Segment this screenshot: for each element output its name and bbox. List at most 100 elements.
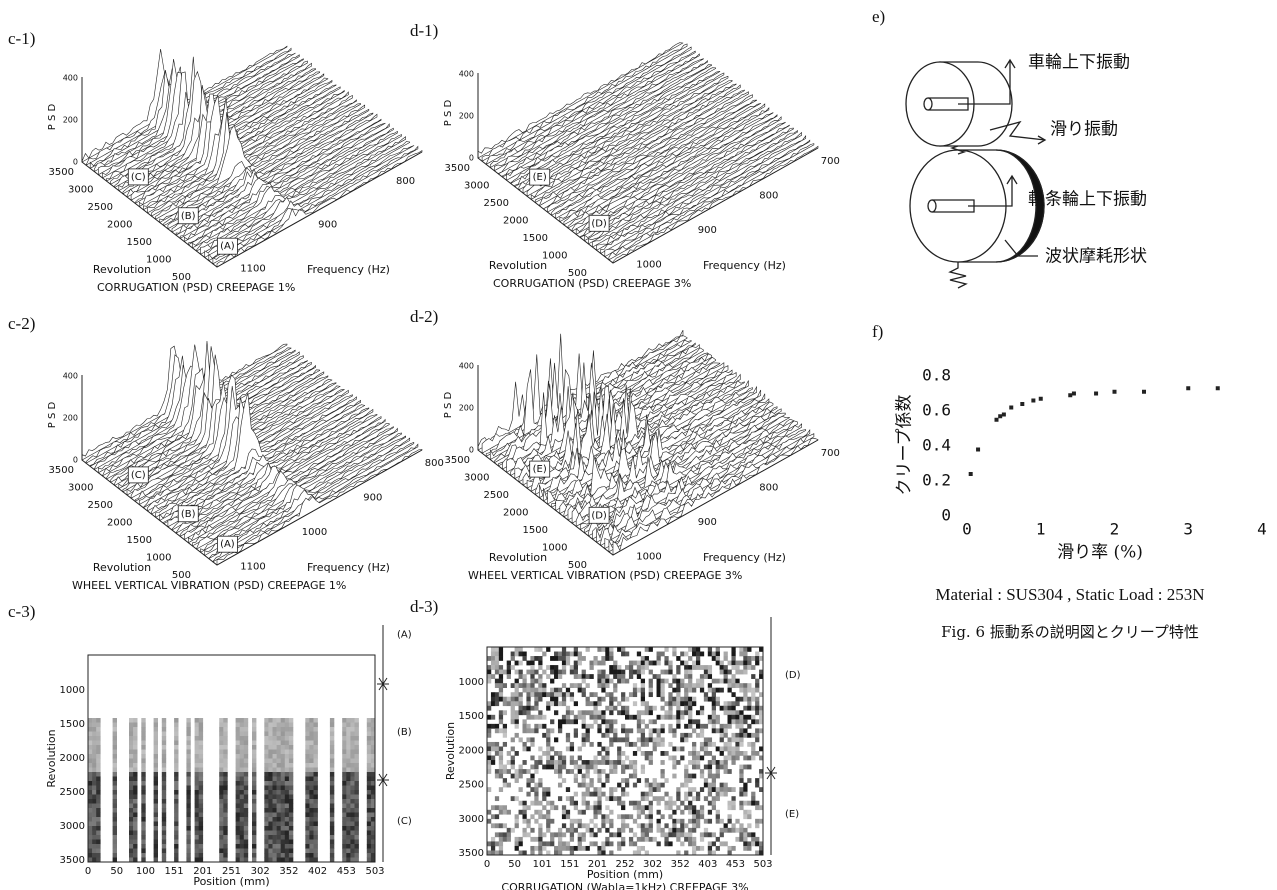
map-cell [223, 822, 227, 827]
map-cell [289, 732, 293, 737]
map-cell [129, 745, 133, 750]
map-cell [562, 670, 566, 675]
map-cell [186, 849, 190, 854]
map-cell [562, 697, 566, 702]
map-cell [605, 814, 609, 819]
map-cell [649, 783, 653, 788]
map-cell [586, 697, 590, 702]
map-cell [755, 751, 759, 756]
map-cell [141, 718, 145, 723]
map-cell [141, 817, 145, 822]
map-cell [273, 822, 277, 827]
map-cell [113, 831, 117, 836]
map-cell [566, 737, 570, 742]
map-cell [582, 742, 586, 747]
map-cell [645, 823, 649, 828]
map-cell [712, 778, 716, 783]
map-cell [129, 840, 133, 845]
map-cell [219, 790, 223, 795]
map-cell [273, 826, 277, 831]
map-cell [491, 674, 495, 679]
map-cell [550, 746, 554, 751]
map-cell [199, 745, 203, 750]
map-cell [684, 805, 688, 810]
map-cell [309, 822, 313, 827]
map-cell [113, 727, 117, 732]
map-cell [696, 810, 700, 815]
map-cell [186, 817, 190, 822]
map-cell [550, 697, 554, 702]
map-cell [244, 723, 248, 728]
map-plot [88, 655, 375, 862]
map-cell [617, 756, 621, 761]
map-cell [346, 790, 350, 795]
map-cell [601, 688, 605, 693]
map-cell [273, 813, 277, 818]
map-cell [219, 736, 223, 741]
map-cell [487, 679, 491, 684]
map-cell [503, 837, 507, 842]
map-cell [649, 792, 653, 797]
map-cell [522, 719, 526, 724]
map-cell [530, 765, 534, 770]
map-cell [724, 652, 728, 657]
map-cell [186, 835, 190, 840]
map-cell [530, 679, 534, 684]
map-cell [305, 826, 309, 831]
map-cell [350, 831, 354, 836]
map-cell [277, 741, 281, 746]
map-cell [637, 670, 641, 675]
map-cell [668, 683, 672, 688]
map-cell [330, 817, 334, 822]
map-cell [522, 656, 526, 661]
map-cell [570, 760, 574, 765]
map-cell [617, 801, 621, 806]
map-cell [252, 777, 256, 782]
map-cell [593, 805, 597, 810]
map-cell [244, 777, 248, 782]
map-cell [96, 835, 100, 840]
map-cell [277, 790, 281, 795]
map-cell [186, 781, 190, 786]
map-cell [728, 688, 732, 693]
map-cell [704, 692, 708, 697]
map-cell [578, 841, 582, 846]
map-cell [538, 756, 542, 761]
map-cell [281, 732, 285, 737]
map-cell [653, 706, 657, 711]
map-cell [538, 647, 542, 652]
map-cell [491, 760, 495, 765]
map-cell [355, 736, 359, 741]
map-cell [499, 719, 503, 724]
map-cell [609, 769, 613, 774]
map-cell [597, 774, 601, 779]
map-cell [219, 813, 223, 818]
map-cell [728, 706, 732, 711]
map-cell [743, 683, 747, 688]
map-cell [704, 670, 708, 675]
map-cell [268, 799, 272, 804]
map-cell [546, 674, 550, 679]
map-cell [743, 692, 747, 697]
map-cell [751, 832, 755, 837]
map-cell [731, 733, 735, 738]
map-cell [613, 674, 617, 679]
map-cell [519, 683, 523, 688]
map-cell [657, 656, 661, 661]
map-cell [522, 728, 526, 733]
map-cell [586, 823, 590, 828]
map-cell [554, 832, 558, 837]
y-tick-label: 2000 [459, 745, 484, 756]
map-cell [186, 831, 190, 836]
map-cell [625, 765, 629, 770]
map-cell [649, 819, 653, 824]
map-cell [499, 656, 503, 661]
map-cell [268, 741, 272, 746]
map-cell [538, 724, 542, 729]
map-cell [743, 832, 747, 837]
map-cell [672, 832, 676, 837]
map-cell [487, 715, 491, 720]
map-cell [244, 781, 248, 786]
map-cell [195, 736, 199, 741]
map-cell [637, 737, 641, 742]
